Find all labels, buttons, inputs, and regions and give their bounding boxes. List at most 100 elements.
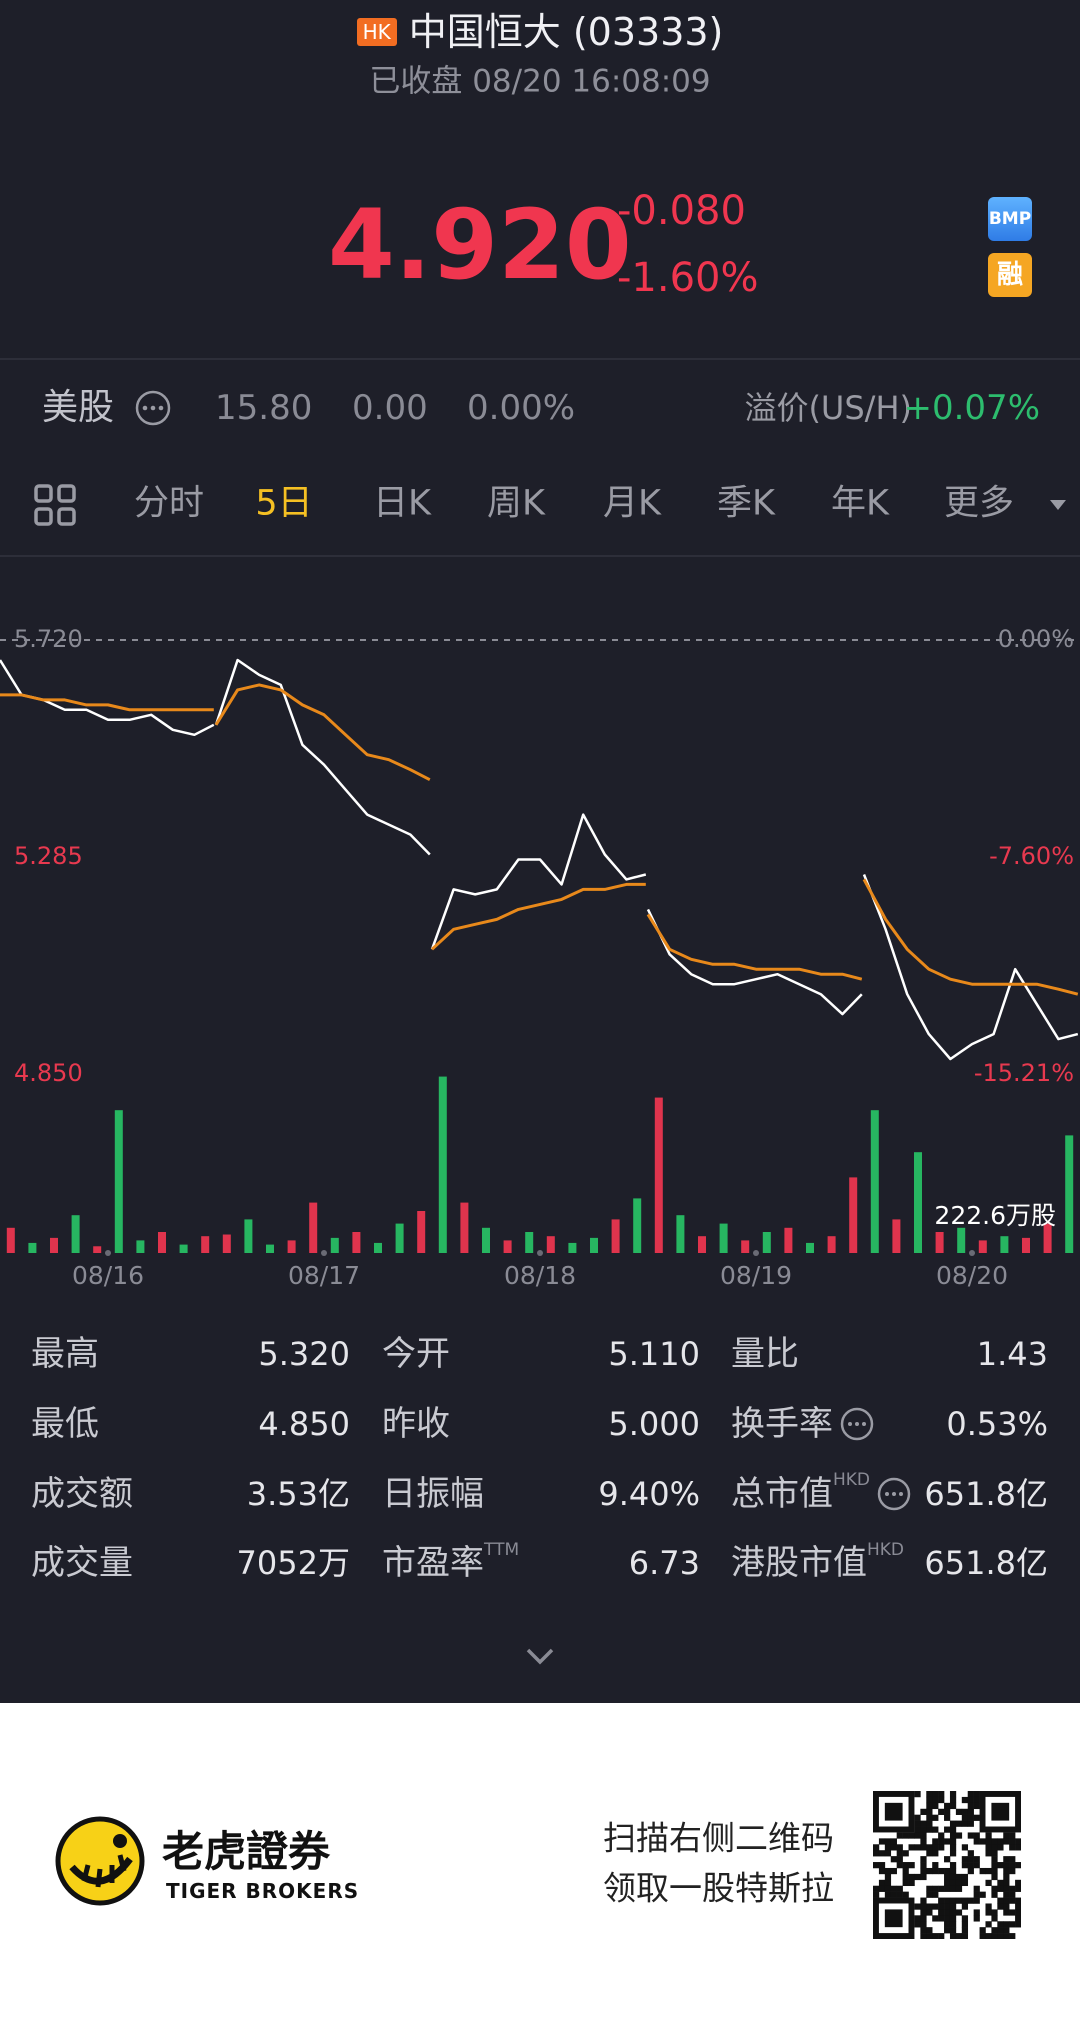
volume-bar bbox=[482, 1227, 490, 1253]
info-icon[interactable] bbox=[839, 1406, 875, 1442]
qr-module bbox=[926, 1791, 933, 1798]
x-tick-label: 08/16 bbox=[72, 1261, 144, 1290]
qr-module bbox=[949, 1909, 957, 1916]
stat-label: 总市值 bbox=[731, 1474, 833, 1514]
qr-module bbox=[944, 1903, 951, 1910]
qr-module bbox=[944, 1808, 951, 1815]
qr-module bbox=[944, 1802, 951, 1810]
us-change-percent: 0.00% bbox=[467, 388, 576, 428]
qr-module bbox=[949, 1862, 957, 1869]
qr-code bbox=[873, 1791, 1021, 1939]
tab[interactable]: 年K bbox=[831, 483, 889, 524]
qr-module bbox=[902, 1873, 909, 1881]
qr-module bbox=[884, 1891, 892, 1898]
info-icon[interactable] bbox=[876, 1476, 912, 1512]
qr-module bbox=[961, 1915, 969, 1922]
qr-module bbox=[914, 1814, 921, 1821]
layout-icon[interactable] bbox=[34, 484, 76, 526]
qr-module bbox=[961, 1844, 969, 1851]
qr-module bbox=[961, 1820, 969, 1827]
more-arrow[interactable] bbox=[1048, 498, 1068, 512]
volume-bar bbox=[935, 1231, 944, 1253]
qr-module bbox=[1003, 1862, 1010, 1869]
average-line bbox=[0, 683, 1079, 996]
tab[interactable]: 季K bbox=[717, 483, 775, 524]
qr-module bbox=[1003, 1909, 1010, 1916]
qr-module bbox=[1003, 1921, 1010, 1928]
bmp-badge[interactable]: BMP bbox=[988, 197, 1032, 241]
x-tick-label: 08/17 bbox=[288, 1261, 360, 1290]
qr-module bbox=[1003, 1891, 1010, 1898]
qr-module bbox=[973, 1856, 980, 1863]
tab[interactable]: 周K bbox=[487, 483, 545, 524]
volume-bar bbox=[611, 1219, 620, 1253]
y2-tick-label: 0.00% bbox=[998, 625, 1074, 653]
header-title-row: HK 中国恒大 (03333) bbox=[0, 13, 1080, 51]
qr-module bbox=[1003, 1856, 1010, 1863]
qr-module bbox=[938, 1844, 945, 1851]
volume-bar bbox=[136, 1240, 145, 1253]
qr-module bbox=[914, 1844, 921, 1851]
qr-module bbox=[961, 1862, 969, 1869]
qr-module bbox=[1015, 1844, 1021, 1851]
qr-module bbox=[1003, 1927, 1010, 1934]
qr-module bbox=[944, 1879, 951, 1887]
qr-module bbox=[961, 1873, 969, 1881]
qr-module bbox=[914, 1826, 921, 1833]
qr-module bbox=[932, 1903, 939, 1910]
stat-label-group: 换手率 bbox=[731, 1406, 875, 1442]
qr-module bbox=[944, 1921, 951, 1928]
price-change-percent: -1.60% bbox=[617, 255, 759, 301]
qr-module bbox=[997, 1897, 1004, 1904]
qr-module bbox=[991, 1927, 998, 1934]
volume-bar bbox=[503, 1240, 512, 1253]
qr-module bbox=[1003, 1832, 1010, 1839]
qr-module bbox=[932, 1885, 939, 1892]
qr-module bbox=[991, 1856, 998, 1863]
qr-module bbox=[890, 1867, 897, 1875]
volume-bar bbox=[50, 1237, 58, 1253]
qr-module bbox=[890, 1856, 897, 1863]
qr-module bbox=[949, 1796, 957, 1804]
tab[interactable]: 月K bbox=[603, 483, 661, 524]
qr-finder bbox=[873, 1791, 915, 1833]
qr-module bbox=[884, 1844, 892, 1851]
qr-module bbox=[1003, 1838, 1010, 1845]
qr-module bbox=[938, 1915, 945, 1922]
stat-label: 量比 bbox=[731, 1334, 799, 1374]
stat-label-sup: HKD bbox=[867, 1540, 905, 1560]
qr-module bbox=[997, 1885, 1004, 1892]
tab[interactable]: 更多 bbox=[943, 483, 1014, 524]
tab[interactable]: 日K bbox=[373, 483, 431, 524]
qr-module bbox=[920, 1909, 927, 1916]
qr-module bbox=[961, 1808, 969, 1815]
qr-module bbox=[920, 1856, 927, 1863]
qr-module bbox=[920, 1915, 927, 1922]
qr-module bbox=[1003, 1885, 1010, 1892]
x-tick-label: 08/18 bbox=[504, 1261, 576, 1290]
stat-value: 651.8亿 bbox=[924, 1475, 1048, 1513]
qr-module bbox=[955, 1885, 963, 1892]
tab[interactable]: 5日 bbox=[255, 483, 313, 524]
info-icon[interactable] bbox=[134, 389, 172, 427]
qr-module bbox=[1009, 1838, 1016, 1845]
qr-module bbox=[932, 1826, 939, 1833]
volume-bar bbox=[590, 1237, 598, 1253]
qr-module bbox=[884, 1850, 892, 1857]
stat-label-group: 今开 bbox=[382, 1337, 450, 1371]
qr-finder bbox=[873, 1897, 915, 1939]
qr-module bbox=[991, 1915, 998, 1922]
qr-module bbox=[908, 1862, 915, 1869]
qr-module bbox=[884, 1885, 892, 1892]
margin-badge[interactable]: 融 bbox=[988, 253, 1032, 297]
tab[interactable]: 分时 bbox=[133, 483, 204, 524]
stat-label-group: 昨收 bbox=[382, 1407, 450, 1441]
expand-chevron[interactable] bbox=[524, 1646, 556, 1666]
volume-bar bbox=[179, 1244, 188, 1253]
qr-module bbox=[938, 1838, 945, 1845]
volume-bar bbox=[309, 1202, 318, 1253]
qr-module bbox=[926, 1802, 933, 1810]
volume-bar bbox=[849, 1177, 858, 1253]
volume-max-label: 222.6万股 bbox=[934, 1201, 1056, 1230]
